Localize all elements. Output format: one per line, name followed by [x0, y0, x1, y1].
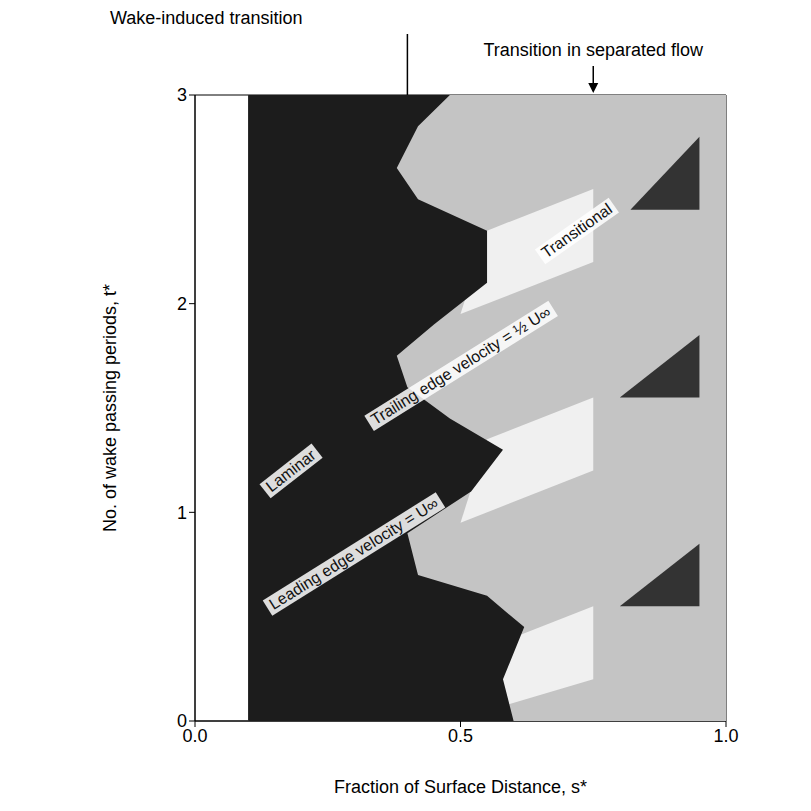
svg-text:Wake-induced transition: Wake-induced transition	[110, 8, 302, 28]
svg-text:1.0: 1.0	[713, 726, 738, 746]
svg-text:3: 3	[177, 85, 187, 105]
svg-text:2: 2	[177, 294, 187, 314]
html-text:Laminar: Laminar	[262, 445, 319, 495]
svg-text:Fraction of Surface Distance,: Fraction of Surface Distance, s*	[334, 777, 587, 797]
html-text:Transitional: Transitional	[538, 199, 616, 261]
svg-text:Transition in separated flow: Transition in separated flow	[484, 40, 704, 60]
svg-text:No. of wake passing periods, t: No. of wake passing periods, t*	[100, 284, 120, 532]
svg-text:0: 0	[177, 711, 187, 731]
svg-text:1: 1	[177, 503, 187, 523]
html-text:Trailing edge velocity = ½ U∞: Trailing edge velocity = ½ U∞	[367, 303, 554, 429]
svg-text:0.5: 0.5	[448, 726, 473, 746]
html-text:Leading edge velocity = U∞: Leading edge velocity = U∞	[266, 494, 442, 613]
svg-text:0.0: 0.0	[182, 725, 208, 746]
